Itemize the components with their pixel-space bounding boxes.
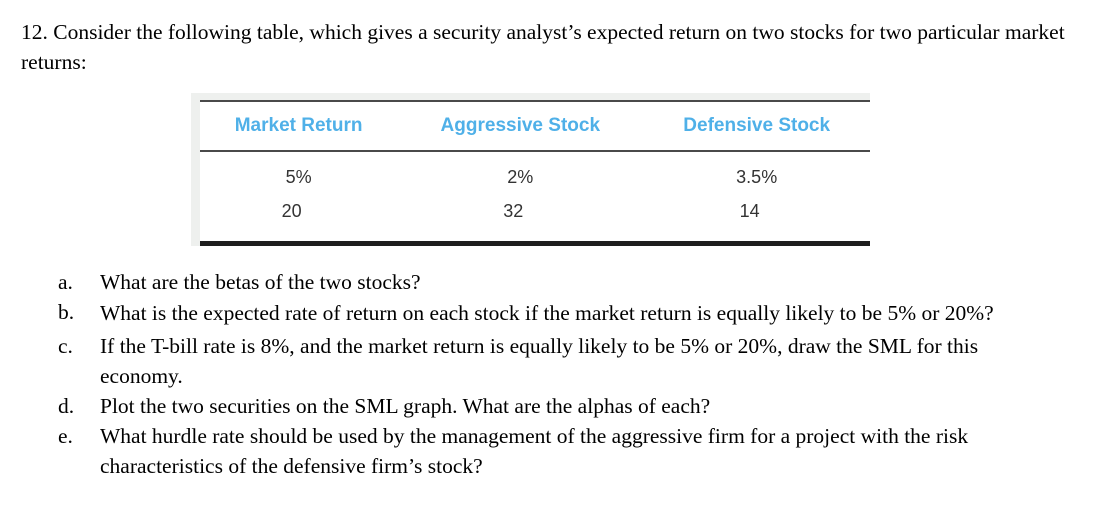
question-label: e.: [58, 424, 73, 448]
question-label: a.: [58, 270, 73, 294]
cell-aggressive-stock: 32: [503, 200, 524, 221]
cell-market-return: 20: [281, 200, 302, 221]
question-d: d. Plot the two securities on the SML gr…: [0, 391, 1050, 421]
table-row: 20 32 14: [200, 194, 870, 228]
question-text: If the T-bill rate is 8%, and the market…: [100, 334, 979, 388]
question-text: What are the betas of the two stocks?: [100, 270, 421, 294]
question-label: b.: [58, 300, 75, 324]
header-market-return: Market Return: [200, 102, 398, 152]
table-bottom-rule: [200, 241, 870, 246]
table-row: 5% 2% 3.5%: [200, 151, 870, 194]
cell-market-return: 5%: [285, 166, 312, 187]
cell-defensive-stock: 3.5%: [736, 166, 778, 187]
question-text: What hurdle rate should be used by the m…: [100, 424, 969, 478]
question-text: What is the expected rate of return on e…: [100, 301, 994, 325]
header-aggressive-stock: Aggressive Stock: [397, 102, 644, 152]
question-label: d.: [58, 394, 75, 418]
question-label: c.: [58, 334, 73, 358]
table-header-row: Market Return Aggressive Stock Defensive…: [200, 102, 870, 152]
header-defensive-stock: Defensive Stock: [643, 102, 870, 152]
problem-intro: 12. Consider the following table, which …: [21, 20, 1065, 74]
question-text: Plot the two securities on the SML graph…: [100, 394, 711, 418]
cell-defensive-stock: 14: [739, 200, 760, 221]
question-c: c. If the T-bill rate is 8%, and the mar…: [0, 331, 1050, 391]
returns-table: Market Return Aggressive Stock Defensive…: [200, 102, 870, 228]
question-b: b. What is the expected rate of return o…: [0, 297, 1050, 329]
question-list: a. What are the betas of the two stocks?…: [0, 267, 1108, 481]
question-a: a. What are the betas of the two stocks?: [0, 267, 1050, 297]
question-e: e. What hurdle rate should be used by th…: [0, 421, 1050, 481]
returns-table-frame: Market Return Aggressive Stock Defensive…: [191, 93, 870, 246]
cell-aggressive-stock: 2%: [507, 166, 534, 187]
returns-table-container: Market Return Aggressive Stock Defensive…: [200, 100, 870, 246]
